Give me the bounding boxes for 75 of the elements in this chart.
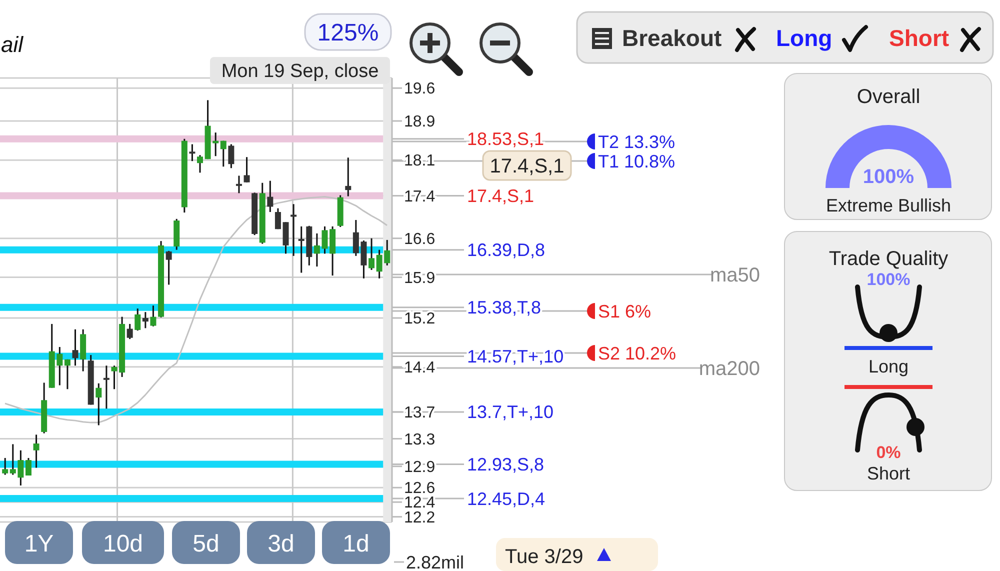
- candlestick: [2, 457, 8, 476]
- text: ma50: [710, 264, 760, 286]
- text: Long: [868, 356, 909, 376]
- y-tick-label: 15.9: [404, 270, 436, 287]
- y-tick-label: 12.9: [404, 458, 436, 476]
- candlestick: [267, 180, 274, 213]
- candlestick: [274, 208, 281, 230]
- candlestick: [220, 140, 226, 168]
- candlestick: [236, 174, 242, 194]
- text: ail: [1, 32, 24, 57]
- candlestick: [228, 143, 234, 169]
- ref-line-label: 13.7,T+,10: [467, 402, 554, 422]
- ref-line-label: 17.4,S,1: [467, 186, 534, 206]
- candlestick: [72, 328, 78, 366]
- ref-line-label: 18.53,S,1: [467, 129, 544, 150]
- text: Trade Quality: [828, 248, 948, 270]
- ref-line-label: 12.45,D,4: [467, 488, 546, 509]
- text: Short: [866, 463, 910, 484]
- candlestick: [111, 364, 118, 390]
- y-tick-label: 13.3: [404, 431, 436, 448]
- text: 0%: [876, 442, 901, 462]
- chart-title: Overall: [856, 86, 920, 108]
- y-tick-label: 14.4: [404, 359, 436, 376]
- data-label: 100%: [862, 166, 914, 188]
- slice-label: Extreme Bullish: [826, 195, 952, 216]
- text: ma200: [698, 358, 760, 380]
- ref-line-label: 15.38,T,8: [467, 298, 542, 318]
- candlestick: [134, 308, 141, 332]
- ref-line-label: 14.57,T+,10: [467, 346, 564, 367]
- text: Tue 3/29: [505, 546, 584, 568]
- candlestick: [197, 154, 203, 174]
- text: Breakout: [622, 25, 722, 52]
- y-tick-label: 18.9: [404, 114, 436, 131]
- candlestick: [96, 382, 102, 426]
- candlestick: [25, 457, 32, 476]
- candlestick: [33, 434, 40, 468]
- y-tick-label: 12.4: [404, 494, 436, 512]
- y-tick-label: 17.4: [404, 188, 436, 206]
- text: 1Y: [24, 530, 54, 558]
- candlestick: [282, 221, 289, 254]
- text: 125%: [317, 19, 379, 46]
- text: 17.4,S,1: [490, 156, 564, 178]
- candlestick: [290, 203, 297, 257]
- candlestick: [368, 238, 375, 271]
- text: 2.82mil: [406, 552, 464, 571]
- y-tick-label: 12.6: [404, 480, 436, 498]
- candlestick: [189, 143, 196, 162]
- y-tick-label: 13.7: [404, 404, 436, 422]
- text: S1 6%: [598, 301, 652, 322]
- ref-line-label: 12.93,S,8: [467, 454, 544, 475]
- candlestick: [345, 156, 352, 198]
- candlestick: [142, 311, 148, 329]
- candlestick: [244, 156, 250, 184]
- candlestick: [103, 364, 110, 410]
- text: 10d: [102, 530, 144, 558]
- candlestick: [150, 304, 156, 328]
- y-tick-label: 16.6: [404, 230, 436, 248]
- text: T1 10.8%: [598, 151, 676, 172]
- text: 3d: [268, 530, 294, 558]
- ref-line-label: 16.39,D,8: [467, 240, 546, 260]
- text: 100%: [866, 270, 910, 289]
- text: 5d: [192, 530, 220, 558]
- text: T2 13.3%: [598, 132, 676, 152]
- text: 1d: [342, 530, 370, 558]
- annotation: Mon 19 Sep, close: [221, 61, 379, 82]
- text: Long: [776, 25, 832, 52]
- y-tick-label: 15.2: [404, 310, 436, 328]
- y-tick-label: 12.2: [404, 509, 436, 526]
- candlestick: [64, 358, 70, 390]
- text: S2 10.2%: [598, 343, 676, 364]
- text: Short: [889, 25, 950, 52]
- candlestick: [166, 250, 172, 286]
- y-tick-label: 19.6: [404, 80, 436, 98]
- y-tick-label: 18.1: [404, 152, 436, 170]
- candlestick: [126, 323, 133, 340]
